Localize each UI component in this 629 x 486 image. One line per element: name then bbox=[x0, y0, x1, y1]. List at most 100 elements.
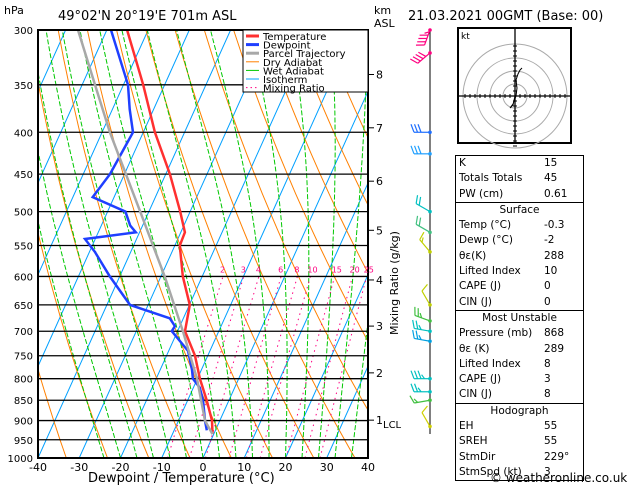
wind-barb-staff bbox=[414, 337, 431, 342]
index-label: Dewp (°C) bbox=[459, 234, 513, 247]
index-row: Dewp (°C) -2 bbox=[456, 233, 583, 248]
index-value: 229° bbox=[544, 450, 570, 463]
x-tick-label: 40 bbox=[361, 461, 375, 474]
wind-barb-flag bbox=[418, 51, 427, 57]
wind-barb-flag bbox=[421, 237, 424, 243]
mixing-ratio-line bbox=[245, 276, 298, 458]
asl-label: ASL bbox=[374, 17, 396, 30]
index-value: 3 bbox=[544, 373, 551, 386]
x-tick-label: 0 bbox=[200, 461, 207, 474]
legend-label: Wet Adiabat bbox=[263, 66, 324, 77]
index-value: 55 bbox=[544, 420, 558, 433]
wet-adiabat-line bbox=[351, 318, 368, 458]
index-value: 0 bbox=[544, 280, 551, 293]
mixing-ratio-label: 4 bbox=[256, 265, 261, 274]
index-value: 15 bbox=[544, 157, 558, 169]
pressure-tick-label: 900 bbox=[14, 417, 33, 428]
wind-barb-flag bbox=[412, 319, 415, 329]
pressure-tick-label: 350 bbox=[14, 81, 33, 92]
index-value: 0 bbox=[544, 295, 551, 308]
indices-top: K 15 Totals Totals 45 PW (cm) 0.61 bbox=[456, 156, 583, 202]
wind-barb-staff bbox=[415, 223, 431, 233]
mixing-ratio-label: 20 bbox=[350, 265, 360, 274]
wind-barb-staff bbox=[414, 399, 431, 404]
x-tick-label: -40 bbox=[29, 461, 47, 474]
datetime-title: 21.03.2021 00GMT (Base: 00) bbox=[408, 9, 603, 24]
isotherm-line bbox=[161, 30, 355, 458]
wind-barb-flag bbox=[418, 334, 422, 340]
mixing-ratio-label: 10 bbox=[307, 265, 317, 274]
indices-panel: K 15 Totals Totals 45 PW (cm) 0.61 Surface Tem… bbox=[455, 155, 584, 482]
km-tick-label: 4 bbox=[376, 274, 383, 287]
index-label: StmSpd (kt) bbox=[459, 465, 522, 478]
wind-barb-flag bbox=[417, 124, 422, 133]
parcel-trajectory-line bbox=[76, 30, 214, 435]
km-tick-label: 7 bbox=[376, 122, 383, 135]
wind-barb-flag bbox=[419, 312, 423, 319]
wind-barb-staff bbox=[414, 314, 431, 322]
section-title: Hodograph bbox=[490, 404, 549, 417]
wind-barb-flag bbox=[415, 53, 424, 60]
mixing-ratio-line bbox=[259, 276, 311, 458]
wind-barb-flag bbox=[415, 330, 419, 340]
index-value: -0.3 bbox=[544, 219, 565, 232]
wet-adiabat-line bbox=[289, 30, 310, 458]
wind-barb-flag bbox=[412, 329, 415, 339]
dry-adiabat-line bbox=[262, 30, 368, 275]
index-value: 289 bbox=[544, 342, 565, 355]
copyright: © weatheronline.co.uk bbox=[490, 471, 627, 485]
wind-barb-flag bbox=[417, 387, 422, 393]
pressure-tick-label: 300 bbox=[14, 26, 33, 37]
isotherm-line bbox=[38, 30, 108, 185]
km-tick-label: 5 bbox=[376, 224, 383, 237]
mixing-ratio-label: 6 bbox=[278, 265, 283, 274]
wind-barb-staff bbox=[414, 327, 431, 332]
wind-barb-flag bbox=[418, 324, 422, 330]
x-tick-label: 10 bbox=[237, 461, 251, 474]
index-value: 10 bbox=[544, 265, 558, 278]
wet-adiabat-line bbox=[38, 149, 121, 458]
pressure-tick-label: 550 bbox=[14, 241, 33, 252]
wet-adiabat-line bbox=[176, 30, 253, 458]
index-value: 8 bbox=[544, 388, 551, 401]
indices-surface: Surface Temp (°C) -0.3 Dewp (°C) -2 θε(K) 288 L… bbox=[456, 201, 583, 310]
wind-barb-flag bbox=[421, 405, 428, 413]
section-title: Surface bbox=[499, 203, 540, 216]
wind-barb-staff bbox=[421, 290, 431, 306]
mixing-ratio-label: 2 bbox=[220, 265, 225, 274]
index-row: CIN (J) 8 bbox=[456, 387, 583, 402]
mixing-ratio-line bbox=[167, 276, 224, 458]
pressure-tick-label: 950 bbox=[14, 436, 33, 447]
location-title: 49°02'N 20°19'E 701m ASL bbox=[58, 9, 237, 24]
index-value: 288 bbox=[544, 249, 565, 262]
wind-barb-dot bbox=[428, 250, 432, 254]
pressure-tick-label: 700 bbox=[14, 327, 33, 338]
mixing-ratio-line bbox=[319, 276, 368, 458]
dry-adiabat-line bbox=[584, 30, 629, 458]
isotherm-line bbox=[38, 30, 190, 368]
index-label: CIN (J) bbox=[459, 388, 492, 401]
km-label: km bbox=[374, 4, 391, 17]
index-label: CIN (J) bbox=[459, 295, 492, 308]
lcl-label: LCL bbox=[383, 420, 402, 431]
index-value: 868 bbox=[544, 327, 565, 340]
isotherm-line bbox=[285, 273, 368, 458]
pressure-tick-label: 1000 bbox=[8, 454, 33, 465]
wind-barb-flag bbox=[417, 145, 422, 155]
index-label: Lifted Index bbox=[459, 265, 521, 278]
x-tick-label: -20 bbox=[112, 461, 130, 474]
temperature-line bbox=[125, 30, 214, 435]
pressure-tick-label: 600 bbox=[14, 272, 33, 283]
index-row: CIN (J) 0 bbox=[456, 295, 583, 310]
wet-adiabat-line bbox=[318, 30, 336, 458]
wind-barb-dot bbox=[428, 389, 432, 394]
index-value: 3 bbox=[544, 465, 551, 478]
wind-barb-flag bbox=[415, 320, 419, 330]
dry-adiabat-line bbox=[38, 367, 67, 458]
index-label: Lifted Index bbox=[459, 357, 521, 370]
indices-most-unstable: Most Unstable Pressure (mb) 868 θε (K) 289 Li… bbox=[456, 309, 583, 403]
section-title: Most Unstable bbox=[482, 311, 557, 324]
index-row: CAPE (J) 3 bbox=[456, 372, 583, 387]
index-value: 0.61 bbox=[544, 187, 568, 200]
wind-barb-staff bbox=[415, 203, 431, 213]
